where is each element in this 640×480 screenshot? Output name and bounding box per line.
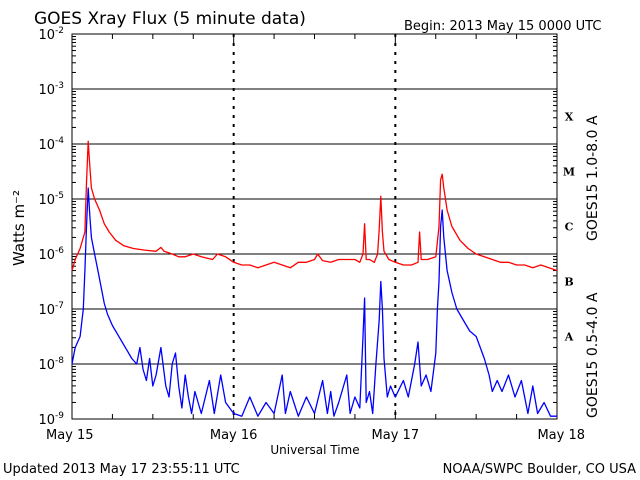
begin-label: Begin: 2013 May 15 0000 UTC (404, 19, 601, 34)
flare-class-a: A (564, 331, 574, 344)
y-tick-label: 10-7 (38, 301, 64, 318)
chart-title: GOES Xray Flux (5 minute data) (34, 9, 306, 29)
y-tick-label: 10-5 (38, 191, 64, 208)
y-axis-ticks: 10-9 10-8 10-7 10-6 10-5 10-4 10-3 10-2 (38, 26, 557, 428)
flare-class-x: X (565, 111, 574, 124)
data-series (71, 140, 558, 417)
flare-class-labels: A B C M X (563, 111, 575, 344)
flare-class-b: B (564, 276, 573, 289)
flare-class-m: M (563, 166, 575, 179)
series-line-short-wave (71, 187, 557, 417)
grid-lines (72, 33, 557, 420)
y-tick-label: 10-3 (38, 81, 64, 98)
x-tick-label: May 18 (537, 428, 585, 443)
y-axis-label: Watts m⁻² (10, 190, 28, 266)
y-tick-label: 10-6 (38, 246, 64, 263)
legend-series-red: GOES15 1.0-8.0 A (585, 115, 601, 241)
updated-timestamp: Updated 2013 May 17 23:55:11 UTC (3, 462, 240, 477)
legend-series-blue: GOES15 0.5-4.0 A (585, 292, 601, 418)
y-tick-label: 10-4 (38, 136, 64, 153)
footer-credit: NOAA/SWPC Boulder, CO USA (443, 462, 636, 477)
y-tick-label: 10-8 (38, 356, 64, 373)
x-axis-label: Universal Time (270, 443, 359, 457)
flare-class-c: C (565, 221, 574, 234)
x-tick-label: May 15 (46, 428, 94, 443)
series-line-long-wave (71, 140, 558, 272)
x-tick-label: May 16 (210, 428, 258, 443)
x-axis-ticks: May 15 May 16 May 17 May 18 (46, 34, 585, 443)
plot-area (71, 33, 558, 420)
x-tick-label: May 17 (372, 428, 420, 443)
y-tick-label: 10-2 (38, 26, 64, 43)
y-tick-label: 10-9 (38, 411, 64, 428)
